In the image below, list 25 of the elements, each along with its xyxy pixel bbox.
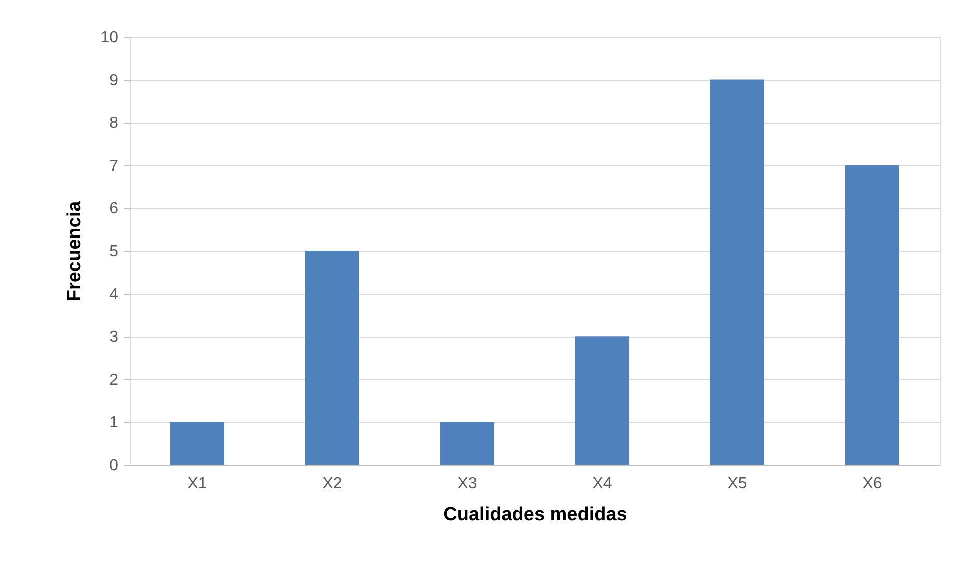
y-tick-label: 9: [110, 72, 119, 90]
x-tick-label: X4: [592, 476, 612, 492]
y-tick-label: 0: [110, 458, 119, 474]
x-tick-label: X6: [862, 476, 882, 492]
x-tick-label: X1: [188, 476, 208, 492]
x-tick-label: X2: [322, 476, 342, 492]
bar: [170, 422, 224, 465]
bar: [440, 422, 494, 465]
bar: [710, 80, 764, 465]
y-tick-label: 3: [110, 329, 119, 346]
y-tick-label: 8: [110, 115, 119, 132]
x-tick-label: X3: [458, 476, 478, 492]
y-tick-label: 4: [110, 286, 119, 304]
y-tick-label: 2: [110, 372, 119, 389]
bar: [576, 336, 630, 465]
x-tick-label: X5: [728, 476, 748, 492]
y-tick-label: 10: [100, 30, 119, 46]
bar: [306, 251, 360, 465]
y-axis-title: Frecuencia: [64, 200, 86, 302]
y-tick-label: 7: [110, 158, 119, 175]
bar: [846, 165, 900, 465]
y-tick-label: 5: [110, 244, 119, 260]
y-tick-label: 1: [110, 414, 119, 432]
y-tick-label: 6: [110, 200, 119, 218]
x-axis-title: Cualidades medidas: [444, 504, 628, 526]
